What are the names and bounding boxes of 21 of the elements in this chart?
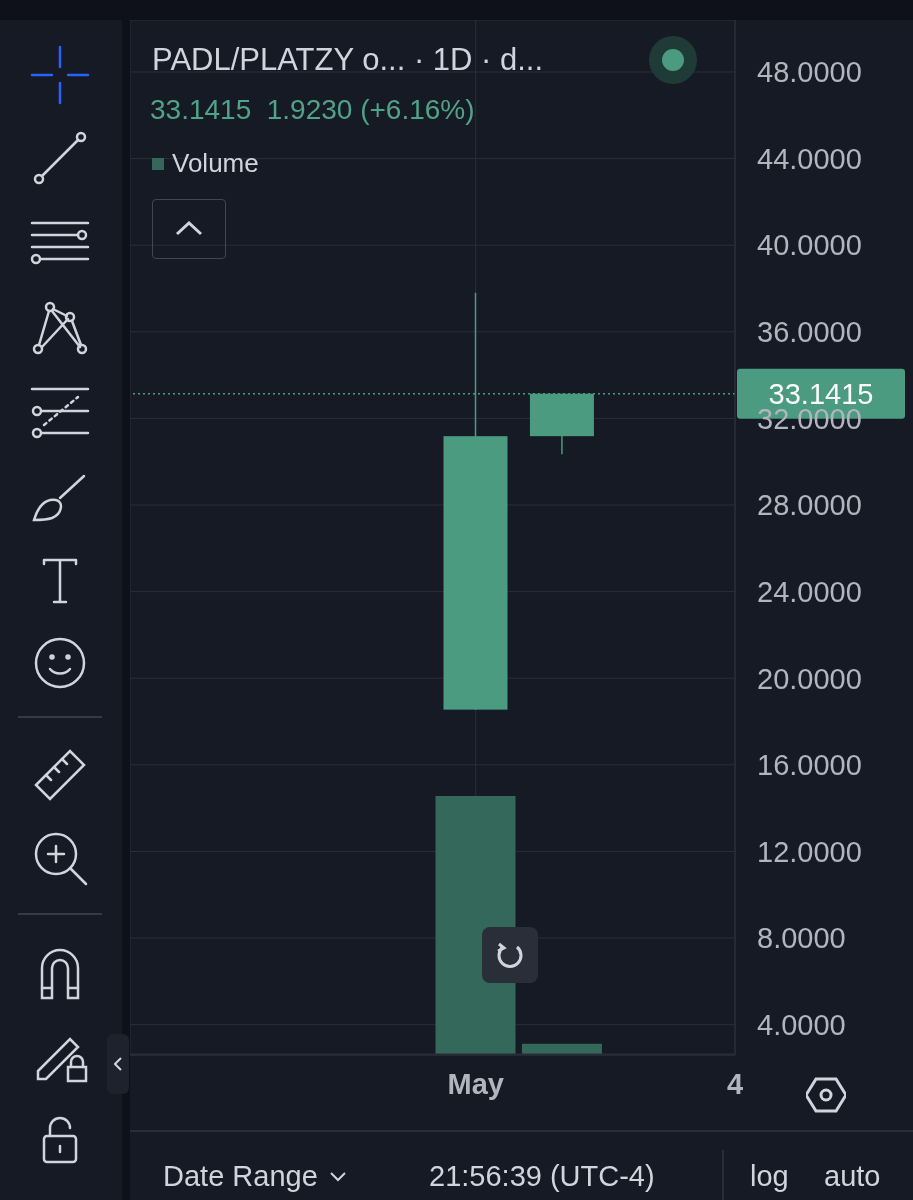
legend-label: Volume (171, 148, 259, 179)
ref-line-label: 33.1415 (768, 377, 874, 410)
y-tick-label: 40.0000 (757, 229, 862, 262)
text: auto (824, 1160, 881, 1193)
y-tick-label: 44.0000 (757, 142, 862, 175)
y-tick-label: 24.0000 (757, 575, 862, 608)
text: log (750, 1160, 789, 1193)
y-tick-label: 48.0000 (757, 56, 862, 89)
y-tick-label: 28.0000 (757, 489, 862, 522)
y-tick-label: 12.0000 (757, 835, 862, 868)
x-tick-label: May (447, 1067, 504, 1100)
y-tick-label: 4.0000 (757, 1008, 846, 1041)
x-tick-label: 4 (726, 1067, 744, 1100)
y-tick-label: 20.0000 (757, 662, 862, 695)
text: PADL/PLATZY o... · 1D · d... (152, 42, 544, 78)
y-tick-label: 16.0000 (757, 749, 862, 782)
text: 33.1415 1.9230 (+6.16%) (150, 94, 475, 126)
y-tick-label: 8.0000 (757, 922, 846, 955)
y-tick-label: 36.0000 (757, 316, 862, 349)
text: Date Range (163, 1160, 319, 1193)
text: 21:56:39 (UTC-4) (429, 1160, 655, 1193)
